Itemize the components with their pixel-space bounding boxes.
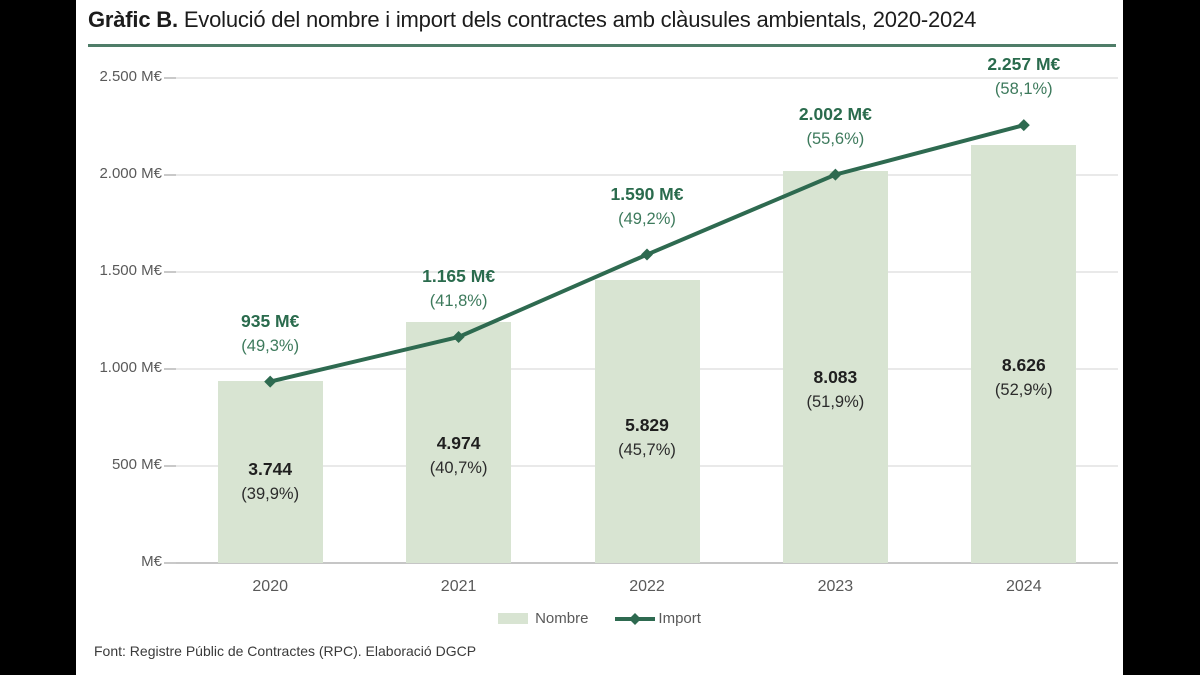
nombre-value: 8.083 <box>813 366 858 387</box>
y-axis-tick-2000 <box>164 174 176 176</box>
import-label-2023: 2.002 M€ (55,6%) <box>750 102 920 152</box>
y-axis-tick-1000 <box>164 368 176 370</box>
bar-2020 <box>217 381 323 563</box>
nombre-label-2024: 8.626 (52,9%) <box>949 353 1099 403</box>
import-point-2022 <box>641 248 653 261</box>
import-label-2022: 1.590 M€ (49,2%) <box>562 182 732 232</box>
import-pct: (49,2%) <box>618 209 676 228</box>
x-label-2020: 2020 <box>252 578 288 595</box>
bar-2022 <box>594 280 700 563</box>
import-label-2024: 2.257 M€ (58,1%) <box>939 52 1109 102</box>
import-pct: (41,8%) <box>429 291 488 310</box>
bar-2021 <box>406 321 512 563</box>
import-value: 2.257 M€ <box>987 54 1061 75</box>
y-tick-label-2000: 2.000 M€ <box>99 165 162 182</box>
x-axis-line <box>176 562 1118 565</box>
nombre-pct: (40,7%) <box>429 458 488 477</box>
chart-title: Gràfic B. Evolució del nombre i import d… <box>88 7 1116 33</box>
import-value: 1.165 M€ <box>422 265 496 286</box>
x-label-2022: 2022 <box>629 578 665 595</box>
chart-title-prefix: Gràfic B. <box>88 7 178 32</box>
import-value: 935 M€ <box>241 310 300 331</box>
import-point-2021 <box>452 330 465 343</box>
x-label-2023: 2023 <box>817 578 854 595</box>
nombre-pct: (52,9%) <box>994 380 1053 399</box>
bar-2023 <box>782 170 888 563</box>
gridline-1500 <box>176 271 1118 273</box>
nombre-pct: (45,7%) <box>618 440 676 459</box>
nombre-label-2022: 5.829 (45,7%) <box>572 413 722 463</box>
y-tick-label-500: 500 M€ <box>111 456 162 473</box>
import-pct: (58,1%) <box>994 80 1053 99</box>
chart-legend: Nombre Import <box>76 610 1123 627</box>
gridline-2000 <box>176 174 1118 176</box>
bar-2024 <box>971 144 1077 563</box>
chart-area: 2.500 M€ 2.000 M€ 1.500 M€ 1.000 M€ 500 M€ M€… <box>76 0 1123 675</box>
y-tick-label-0: M€ <box>141 553 162 570</box>
nombre-label-2023: 8.083 (51,9%) <box>760 365 910 415</box>
import-label-2020: 935 M€ (49,3%) <box>185 309 355 359</box>
import-value: 2.002 M€ <box>798 103 872 124</box>
y-tick-label-1500: 1.500 M€ <box>99 262 162 279</box>
nombre-value: 8.626 <box>1001 354 1046 375</box>
gridline-2500 <box>176 77 1118 79</box>
import-point-2023 <box>829 168 842 181</box>
import-pct: (55,6%) <box>806 129 865 148</box>
legend-label-nombre: Nombre <box>535 610 589 627</box>
nombre-value: 4.974 <box>436 432 481 453</box>
x-label-2021: 2021 <box>440 578 477 595</box>
y-tick-label-1000: 1.000 M€ <box>99 359 162 376</box>
import-value: 1.590 M€ <box>610 183 684 204</box>
import-point-2024 <box>1017 119 1030 132</box>
y-axis-tick-1500 <box>164 271 176 273</box>
x-label-2024: 2024 <box>1006 578 1042 595</box>
y-axis-tick-0 <box>164 562 176 564</box>
nombre-pct: (39,9%) <box>241 485 300 504</box>
source-note: Font: Registre Públic de Contractes (RPC… <box>94 643 477 659</box>
y-axis-tick-500 <box>164 465 176 467</box>
nombre-label-2020: 3.744 (39,9%) <box>195 457 345 507</box>
chart-title-text: Evolució del nombre i import dels contra… <box>177 7 977 32</box>
nombre-label-2021: 4.974 (40,7%) <box>384 431 534 481</box>
legend-marker-import-icon <box>614 612 656 625</box>
legend-swatch-nombre <box>498 613 529 624</box>
import-point-2020 <box>264 375 277 388</box>
title-divider <box>88 44 1116 47</box>
y-axis-tick-2500 <box>164 77 176 79</box>
import-pct: (49,3%) <box>241 336 300 355</box>
legend-label-import: Import <box>658 610 701 627</box>
y-tick-label-2500: 2.500 M€ <box>99 68 162 85</box>
nombre-value: 3.744 <box>248 459 293 480</box>
import-line-plot <box>264 119 1030 388</box>
nombre-pct: (51,9%) <box>806 392 865 411</box>
import-label-2021: 1.165 M€ (41,8%) <box>374 264 544 314</box>
chart-panel: Gràfic B. Evolució del nombre i import d… <box>76 0 1123 675</box>
nombre-value: 5.829 <box>625 414 669 435</box>
